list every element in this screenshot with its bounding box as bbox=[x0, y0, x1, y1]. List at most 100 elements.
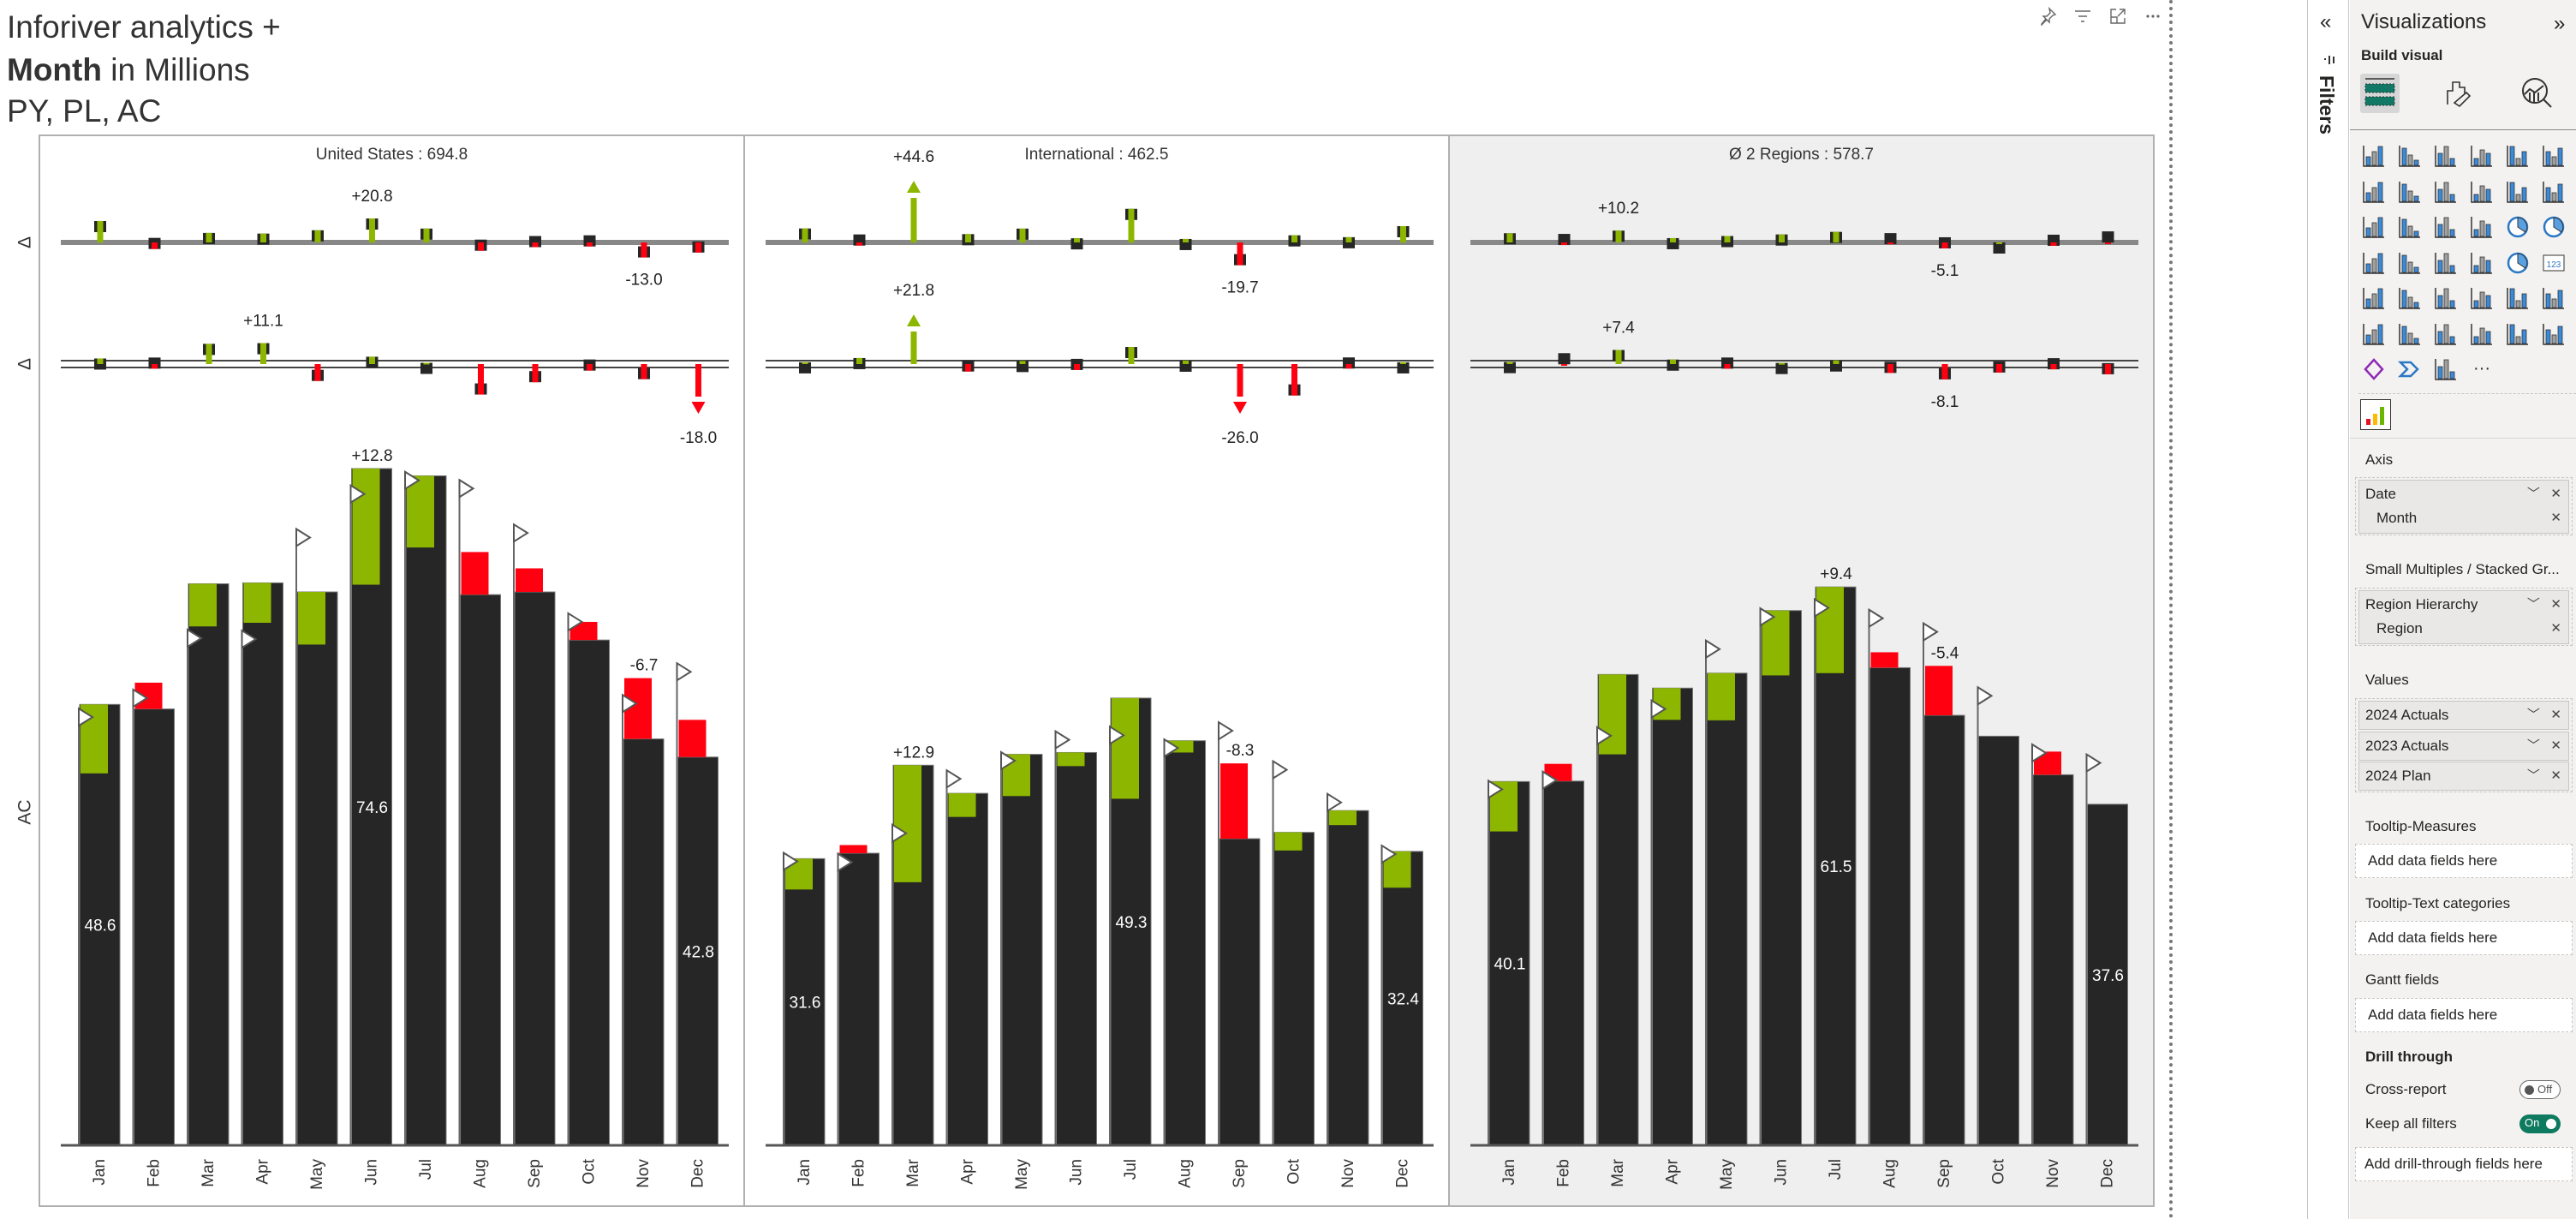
ac-bar[interactable] bbox=[1815, 586, 1857, 1146]
arcgis-map-visual-button[interactable] bbox=[2542, 322, 2567, 348]
table-visual-button[interactable] bbox=[2470, 286, 2496, 312]
more-options-icon[interactable] bbox=[2144, 7, 2162, 26]
map-visual-button[interactable] bbox=[2398, 251, 2424, 277]
gantt-fields-drop-zone[interactable]: Add data fields here bbox=[2355, 998, 2573, 1032]
ac-bar[interactable] bbox=[2032, 774, 2074, 1146]
ac-bar[interactable] bbox=[514, 591, 556, 1146]
ac-bar[interactable] bbox=[677, 756, 719, 1146]
ac-bar[interactable] bbox=[1165, 740, 1206, 1146]
expand-pane-button[interactable]: » bbox=[2554, 12, 2566, 35]
format-visual-tab[interactable] bbox=[2439, 74, 2478, 113]
ac-bar[interactable] bbox=[623, 738, 665, 1146]
ac-bar[interactable] bbox=[838, 852, 880, 1146]
ac-bar[interactable] bbox=[460, 594, 501, 1146]
pie-chart-visual-button[interactable] bbox=[2506, 215, 2531, 241]
clustered-bar-visual-button[interactable] bbox=[2434, 144, 2460, 170]
power-automate-visual-button[interactable] bbox=[2397, 357, 2424, 383]
pin-icon[interactable] bbox=[2038, 7, 2057, 26]
area-chart-visual-button[interactable] bbox=[2398, 180, 2424, 206]
paginated-report-visual-button[interactable] bbox=[2506, 322, 2531, 348]
field-region[interactable]: Region ✕ bbox=[2358, 615, 2569, 644]
remove-field-icon[interactable]: ✕ bbox=[2550, 511, 2561, 525]
ac-bar[interactable] bbox=[79, 703, 121, 1146]
ac-bar[interactable] bbox=[1706, 672, 1748, 1146]
remove-field-icon[interactable]: ✕ bbox=[2550, 597, 2561, 612]
scatter-chart-visual-button[interactable] bbox=[2470, 215, 2496, 241]
stacked-column-visual-button[interactable] bbox=[2398, 144, 2424, 170]
tooltip-text-drop-zone[interactable]: Add data fields here bbox=[2355, 921, 2573, 955]
ac-bar[interactable] bbox=[134, 708, 175, 1146]
small-multiples-well[interactable]: Region Hierarchy ﹀ ✕ Region ✕ bbox=[2355, 588, 2573, 646]
remove-field-icon[interactable]: ✕ bbox=[2550, 738, 2561, 753]
ac-bar[interactable] bbox=[1056, 751, 1097, 1146]
ac-bar[interactable] bbox=[1923, 714, 1965, 1146]
card-visual-button[interactable]: 123 bbox=[2542, 251, 2567, 277]
stacked-area-visual-button[interactable] bbox=[2434, 180, 2460, 206]
remove-field-icon[interactable]: ✕ bbox=[2550, 621, 2561, 636]
filters-pane[interactable]: « Filters bbox=[2307, 0, 2349, 1219]
line-clustered-column-visual-button[interactable] bbox=[2542, 180, 2567, 206]
focus-mode-icon[interactable] bbox=[2108, 7, 2127, 26]
ac-bar[interactable] bbox=[2087, 804, 2128, 1146]
inforiver-small-multiples-chart[interactable]: Δ Δ AC United States : 694.8 +20.8 -13.0 +11.1… bbox=[0, 0, 2175, 1219]
ac-bar[interactable] bbox=[1219, 838, 1261, 1146]
inforiver-custom-visual-button[interactable] bbox=[2360, 399, 2391, 430]
gauge-visual-button[interactable] bbox=[2506, 251, 2531, 277]
chevron-down-icon[interactable]: ﹀ bbox=[2526, 487, 2540, 501]
line-stacked-column-visual-button[interactable] bbox=[2506, 180, 2531, 206]
tooltip-measures-drop-zone[interactable]: Add data fields here bbox=[2355, 844, 2573, 878]
ac-bar[interactable] bbox=[1327, 810, 1369, 1146]
stacked-bar-visual-button[interactable] bbox=[2362, 144, 2388, 170]
ac-bar[interactable] bbox=[1978, 735, 2019, 1146]
ac-bar[interactable] bbox=[947, 792, 988, 1146]
100-stacked-column-visual-button[interactable] bbox=[2542, 144, 2567, 170]
ac-bar[interactable] bbox=[1761, 610, 1802, 1146]
slicer-visual-button[interactable] bbox=[2434, 286, 2460, 312]
field-2024-plan[interactable]: 2024 Plan ﹀ ✕ bbox=[2358, 762, 2569, 791]
donut-chart-visual-button[interactable] bbox=[2542, 215, 2567, 241]
collapse-filters-button[interactable]: « bbox=[2320, 10, 2332, 33]
ac-bar[interactable] bbox=[1273, 832, 1315, 1146]
analytics-tab[interactable] bbox=[2518, 74, 2557, 113]
remove-field-icon[interactable]: ✕ bbox=[2550, 708, 2561, 722]
decomposition-tree-visual-button[interactable] bbox=[2362, 322, 2388, 348]
waterfall-chart-visual-button[interactable] bbox=[2398, 215, 2424, 241]
ac-bar[interactable] bbox=[405, 475, 447, 1146]
kpi-visual-button[interactable] bbox=[2398, 286, 2424, 312]
matrix-visual-button[interactable] bbox=[2506, 286, 2531, 312]
100-stacked-area-visual-button[interactable] bbox=[2470, 180, 2496, 206]
filters-label[interactable]: Filters bbox=[2316, 75, 2338, 135]
qa-visual-visual-button[interactable] bbox=[2398, 322, 2424, 348]
values-well[interactable]: 2024 Actuals ﹀ ✕ 2023 Actuals ﹀ ✕ 2024 Pla… bbox=[2355, 698, 2573, 792]
line-chart-visual-button[interactable] bbox=[2362, 180, 2388, 206]
remove-field-icon[interactable]: ✕ bbox=[2550, 768, 2561, 783]
ribbon-chart-visual-button[interactable] bbox=[2362, 215, 2388, 241]
remove-field-icon[interactable]: ✕ bbox=[2550, 487, 2561, 501]
inforiver-visual-visual-button[interactable] bbox=[2434, 357, 2460, 383]
field-2023-actuals[interactable]: 2023 Actuals ﹀ ✕ bbox=[2358, 732, 2569, 761]
build-visual-tab[interactable] bbox=[2360, 74, 2400, 113]
ac-bar[interactable] bbox=[1869, 666, 1911, 1146]
multi-row-card-visual-button[interactable] bbox=[2362, 286, 2388, 312]
ac-bar[interactable] bbox=[296, 591, 338, 1146]
filter-icon[interactable] bbox=[2073, 7, 2092, 26]
key-influencers-visual-button[interactable] bbox=[2542, 286, 2567, 312]
ac-bar[interactable] bbox=[1382, 851, 1423, 1146]
chevron-down-icon[interactable]: ﹀ bbox=[2526, 738, 2540, 753]
field-month[interactable]: Month ✕ bbox=[2358, 505, 2569, 534]
treemap-visual-button[interactable] bbox=[2362, 251, 2388, 277]
chevron-down-icon[interactable]: ﹀ bbox=[2526, 768, 2540, 783]
100-stacked-bar-visual-button[interactable] bbox=[2506, 144, 2531, 170]
ac-bar[interactable] bbox=[1001, 754, 1043, 1146]
axis-well[interactable]: Date ﹀ ✕ Month ✕ bbox=[2355, 477, 2573, 535]
ac-bar[interactable] bbox=[1652, 687, 1693, 1146]
more-visual-button[interactable]: ··· bbox=[2470, 357, 2496, 383]
cross-report-toggle[interactable]: Off bbox=[2519, 1080, 2561, 1099]
ac-bar[interactable] bbox=[242, 582, 283, 1146]
azure-map-visual-button[interactable] bbox=[2470, 251, 2496, 277]
metrics-visual-button[interactable] bbox=[2470, 322, 2496, 348]
field-date[interactable]: Date ﹀ ✕ bbox=[2358, 480, 2569, 509]
chevron-down-icon[interactable]: ﹀ bbox=[2526, 597, 2540, 612]
smart-narrative-visual-button[interactable] bbox=[2434, 322, 2460, 348]
keep-all-filters-toggle[interactable]: On bbox=[2519, 1114, 2561, 1133]
